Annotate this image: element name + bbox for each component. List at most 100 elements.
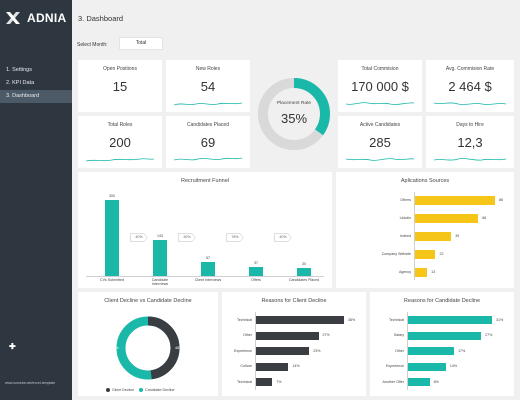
bar-value-label: 86 xyxy=(499,198,503,202)
funnel-bar xyxy=(105,200,119,276)
funnel-category-label: Candidate Interviews xyxy=(151,278,169,286)
funnel-bar xyxy=(297,268,311,276)
bar-value-label: 23% xyxy=(313,348,321,353)
sparkline xyxy=(346,158,414,161)
bar-category-label: Indeed xyxy=(400,234,411,238)
bar-value-label: 68 xyxy=(482,216,487,220)
kpi-value: 170 000 $ xyxy=(351,79,409,94)
kpi-active-candidates: Active Candidates 285 xyxy=(338,116,422,168)
arrow-shape xyxy=(178,233,196,242)
bar xyxy=(408,378,430,386)
kpi-label: Total Commision xyxy=(361,66,399,72)
bar-category-label: Culture xyxy=(240,364,252,368)
decline-donut xyxy=(116,316,180,380)
bar-category-label: Salary xyxy=(393,333,404,337)
funnel-category-label: Offers xyxy=(251,278,261,282)
chart-title: Aplications Sources xyxy=(400,178,450,184)
month-label: Select Month: xyxy=(77,42,108,48)
donut-candidate-label: 52% xyxy=(111,346,119,350)
bar-category-label: Other xyxy=(243,333,252,337)
bar-value-label: 39 xyxy=(455,234,460,238)
legend-dot xyxy=(139,388,144,392)
bar xyxy=(256,362,289,371)
arrow-shape xyxy=(226,233,244,242)
bar-category-label: Other xyxy=(395,348,404,353)
funnel-conversion-arrow: 78% xyxy=(226,233,244,242)
bar xyxy=(256,378,273,386)
legend-dot xyxy=(106,388,110,392)
chart-title: Recruitment Funnel xyxy=(181,178,229,184)
bar-category-label: Company Website xyxy=(381,252,411,256)
decline-donut-chart: Client Decline vs Candidate Decline 52% … xyxy=(78,292,218,396)
footer-url[interactable]: www.someka.net/excel-template xyxy=(5,381,56,385)
funnel-value-label: 30 xyxy=(302,262,306,267)
kpi-value: 200 xyxy=(109,135,131,150)
bar-value-label: 27% xyxy=(322,333,330,337)
sidebar-item-settings[interactable]: 1. Settings xyxy=(6,67,32,73)
bar-value-label: 13 xyxy=(431,270,436,274)
kpi-label: Active Candidates xyxy=(359,122,401,128)
bar xyxy=(415,250,436,259)
bar xyxy=(415,268,428,277)
bar-value-label: 27% xyxy=(485,333,493,337)
kpi-label: Total Roles xyxy=(107,122,133,128)
kpi-total-roles: Total Roles 200 xyxy=(78,116,162,168)
funnel-conversion-label: 78% xyxy=(231,235,239,239)
bar xyxy=(256,347,310,355)
kpi-new-roles: New Roles 54 xyxy=(166,60,250,112)
client-decline-reasons-chart: Reasons for Client Decline Technical 38% O… xyxy=(222,292,366,396)
bar-category-label: Agency xyxy=(399,270,411,274)
bar-category-label: Technical xyxy=(389,317,404,322)
bar-value-label: 31% xyxy=(496,317,504,322)
bar-value-label: 7% xyxy=(276,379,282,384)
bar-category-label: Linkdin xyxy=(399,216,411,220)
kpi-label: New Roles xyxy=(195,66,221,72)
application-sources-chart: Aplications Sources Others 86 Linkdin 68 Ind… xyxy=(336,172,514,288)
legend-client: Client Decline xyxy=(112,388,135,392)
placement-ring-value xyxy=(258,78,330,150)
placement-rate-donut xyxy=(258,78,330,150)
bar-value-label: 22 xyxy=(439,252,444,256)
sidebar-item-kpi-data[interactable]: 2. KPI Data xyxy=(6,80,35,86)
main-area: 3. Dashboard Select Month: Total Open Po… xyxy=(72,0,520,400)
bar xyxy=(408,316,492,324)
client-axis xyxy=(255,312,256,390)
kpi-open-positions: Open Positions 15 xyxy=(78,60,162,112)
plus-icon[interactable]: ✚ xyxy=(9,342,16,351)
chart-title: Client Decline vs Candidate Decline xyxy=(104,298,192,304)
candidate-axis xyxy=(407,312,408,390)
funnel-bar xyxy=(201,261,215,276)
kpi-label: Avg. Commision Rate xyxy=(445,66,495,72)
funnel-conversion-arrow: 40% xyxy=(130,233,148,242)
funnel-bar xyxy=(153,239,167,276)
brand-name: ADNIA xyxy=(27,11,67,25)
sparkline xyxy=(174,102,242,106)
sidebar: ADNIA 1. Settings 2. KPI Data 3. Dashboa… xyxy=(0,0,72,400)
kpi-value: 285 xyxy=(369,135,391,150)
funnel-conversion-arrow: 40% xyxy=(274,233,292,242)
candidate-decline-reasons-chart: Reasons for Candidate Decline Technical 3… xyxy=(370,292,514,396)
chart-title: Reasons for Client Decline xyxy=(261,298,327,304)
bar xyxy=(408,362,446,371)
bar xyxy=(408,347,455,355)
kpi-label: Open Positions xyxy=(103,66,137,72)
kpi-value: 54 xyxy=(200,79,216,94)
logo: ADNIA xyxy=(5,10,67,26)
kpi-value: 69 xyxy=(200,135,216,150)
legend-candidate: Candidate Decline xyxy=(145,388,175,392)
arrow-shape xyxy=(130,233,148,242)
funnel-bar xyxy=(249,266,263,276)
sidebar-item-dashboard[interactable]: 3. Dashboard xyxy=(0,90,72,103)
logo-icon xyxy=(6,12,20,24)
month-select[interactable]: Total xyxy=(119,37,163,50)
funnel-conversion-label: 40% xyxy=(135,235,143,239)
chart-title: Reasons for Candidate Decline xyxy=(403,298,481,304)
page-title: 3. Dashboard xyxy=(78,14,124,23)
placement-rate-value: 35% xyxy=(280,111,308,126)
arrow-shape xyxy=(274,233,292,242)
bar-category-label: Experience xyxy=(386,364,404,368)
kpi-days-to-hire: Days to Hire 12,3 xyxy=(426,116,514,168)
bar xyxy=(415,214,479,223)
kpi-label: Days to Hire xyxy=(456,122,484,128)
sparkline xyxy=(174,157,242,161)
